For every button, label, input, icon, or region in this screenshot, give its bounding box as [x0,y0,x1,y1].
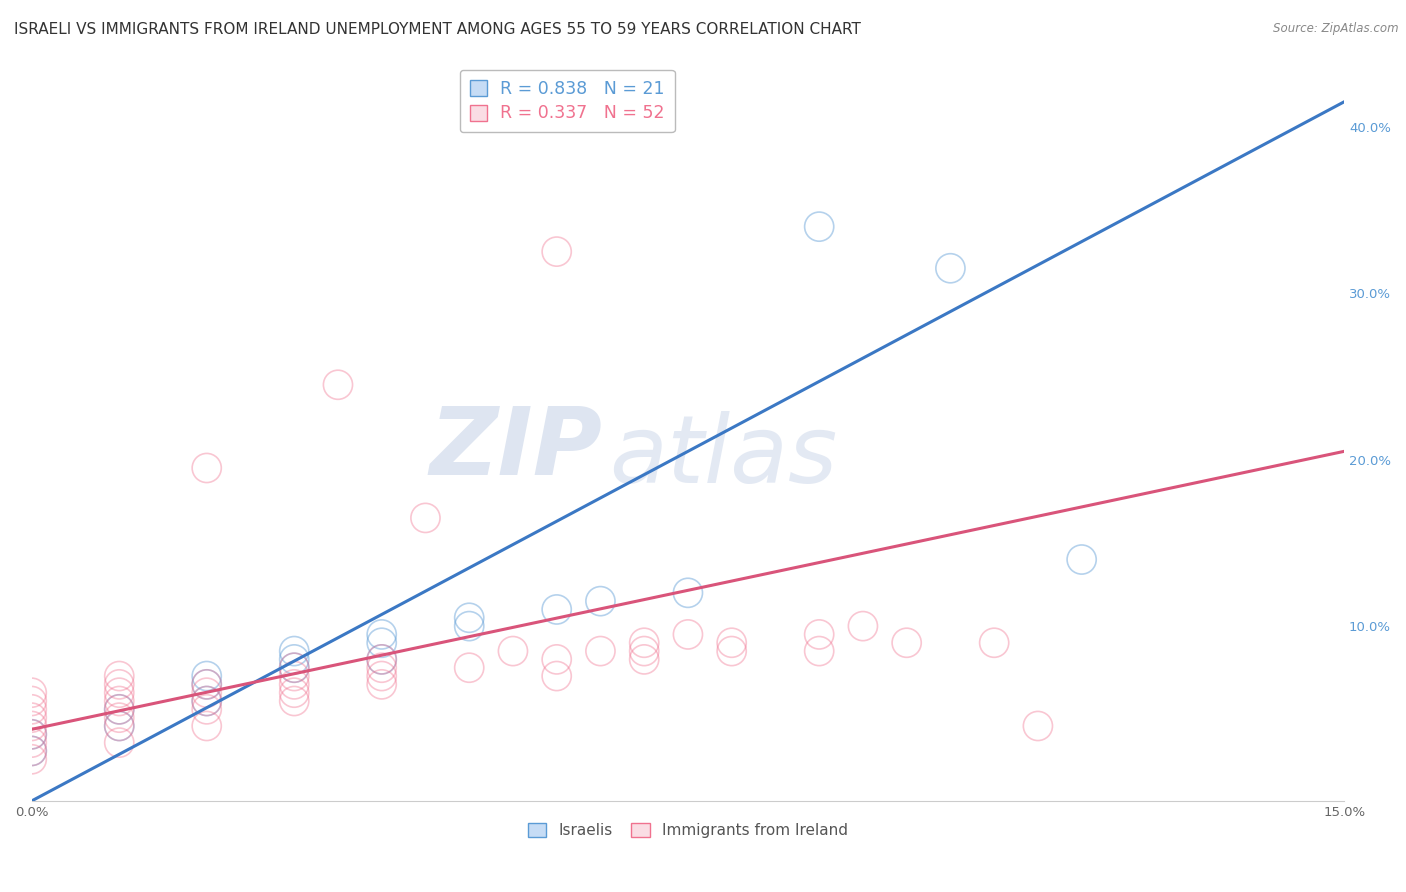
Point [21,752,44,766]
Point [195,686,218,700]
Point [720,644,742,658]
Legend: Israelis, Immigrants from Ireland: Israelis, Immigrants from Ireland [522,817,853,845]
Point [370,636,392,650]
Point [326,377,349,392]
Point [195,702,218,716]
Point [1070,552,1092,566]
Point [108,711,131,725]
Point [108,686,131,700]
Point [808,627,831,641]
Point [108,677,131,691]
Point [502,644,524,658]
Point [370,652,392,666]
Point [195,461,218,475]
Point [195,694,218,708]
Point [108,719,131,733]
Point [720,636,742,650]
Point [808,219,831,234]
Point [108,702,131,716]
Point [283,644,305,658]
Point [195,677,218,691]
Point [21,736,44,750]
Point [458,619,481,633]
Point [21,719,44,733]
Point [939,261,962,276]
Point [21,711,44,725]
Text: ISRAELI VS IMMIGRANTS FROM IRELAND UNEMPLOYMENT AMONG AGES 55 TO 59 YEARS CORREL: ISRAELI VS IMMIGRANTS FROM IRELAND UNEMP… [14,22,860,37]
Point [195,719,218,733]
Point [983,636,1005,650]
Point [589,594,612,608]
Point [458,611,481,625]
Point [21,686,44,700]
Point [370,627,392,641]
Point [21,702,44,716]
Text: atlas: atlas [609,411,838,502]
Point [458,661,481,675]
Point [21,727,44,741]
Point [633,644,655,658]
Point [546,652,568,666]
Point [195,669,218,683]
Point [21,744,44,758]
Point [546,244,568,259]
Point [370,669,392,683]
Point [108,736,131,750]
Point [546,602,568,616]
Point [195,677,218,691]
Point [1026,719,1049,733]
Point [415,511,437,525]
Point [852,619,875,633]
Point [108,694,131,708]
Point [195,694,218,708]
Point [283,686,305,700]
Point [676,627,699,641]
Point [283,694,305,708]
Point [896,636,918,650]
Point [370,661,392,675]
Point [283,661,305,675]
Point [21,694,44,708]
Point [370,677,392,691]
Point [283,661,305,675]
Point [370,652,392,666]
Point [108,702,131,716]
Point [633,652,655,666]
Point [808,644,831,658]
Point [283,677,305,691]
Point [21,727,44,741]
Point [676,586,699,600]
Point [283,669,305,683]
Point [589,644,612,658]
Point [108,719,131,733]
Point [283,652,305,666]
Text: Source: ZipAtlas.com: Source: ZipAtlas.com [1274,22,1399,36]
Text: ZIP: ZIP [430,403,603,495]
Point [108,669,131,683]
Point [21,744,44,758]
Point [546,669,568,683]
Point [633,636,655,650]
